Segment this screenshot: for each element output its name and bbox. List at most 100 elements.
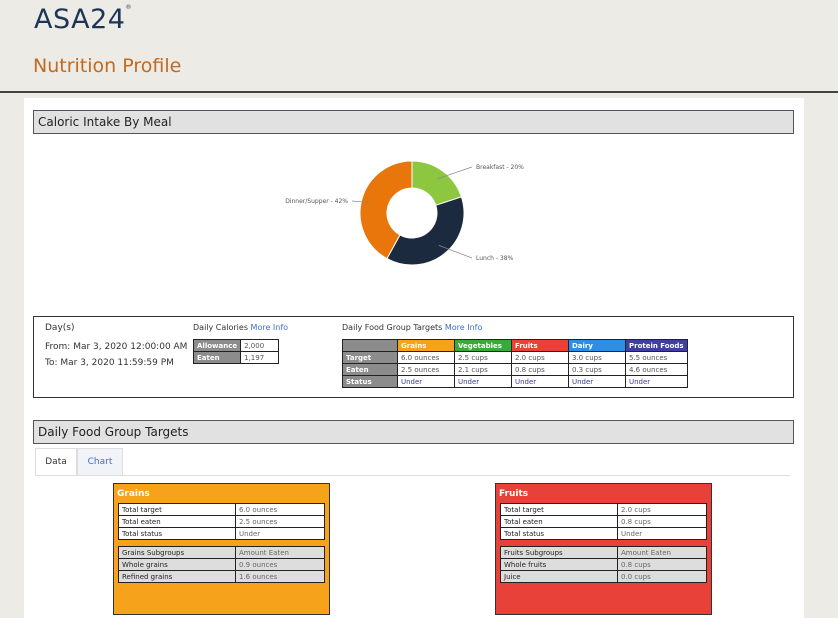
donut-slice [411,160,463,206]
cell: 0.8 cups [511,363,569,376]
cell: Under [625,375,688,388]
date-to: To: Mar 3, 2020 11:59:59 PM [45,358,174,368]
cell: Whole fruits [500,558,618,571]
table-row: Total eaten 0.8 cups [500,515,707,528]
cell: 2.0 cups [617,503,707,516]
subgroup-table: Fruits Subgroups Amount Eaten Whole fruits… [500,546,707,583]
cell: 1.6 ounces [235,570,325,583]
table-row: Eaten 2.5 ounces 2.1 cups 0.8 cups 0.3 cups 4… [342,363,688,376]
column-header: Vegetables [454,339,512,352]
calories-table: Allowance 2,000 Eaten 1,197 [192,339,280,364]
cell: Under [454,375,512,388]
section-header: Daily Food Group Targets [33,420,794,444]
column-header: Dairy [568,339,626,352]
cell: 2.0 cups [511,351,569,364]
cell: Juice [500,570,618,583]
cell: 0.8 cups [617,558,707,571]
donut-slice [359,160,413,260]
cell: 2.1 cups [454,363,512,376]
cell: Total eaten [118,515,236,528]
cell: Refined grains [118,570,236,583]
page-title: Nutrition Profile [33,55,182,77]
cell: Fruits Subgroups [500,546,618,559]
date-from: From: Mar 3, 2020 12:00:00 AM [45,342,188,352]
table-row: Whole fruits 0.8 cups [500,558,707,571]
table-row: Juice 0.0 cups [500,570,707,583]
card-table: Total target 2.0 cups Total eaten 0.8 cups T… [500,503,707,540]
more-info-link[interactable]: More Info [444,323,483,332]
cell: Grains Subgroups [118,546,236,559]
column-header: Grains [397,339,455,352]
leader-line [438,245,473,259]
card-title: Fruits [499,489,529,499]
cell: Total target [118,503,236,516]
donut-chart: Breakfast - 20% Lunch - 38% Dinner/Supper … [285,160,524,266]
subgroup-table: Grains Subgroups Amount Eaten Whole grains… [118,546,325,583]
cell: 5.5 ounces [625,351,688,364]
cell: 2.5 cups [454,351,512,364]
cell: Under [617,527,707,540]
cell: 0.9 ounces [235,558,325,571]
slice-label: Breakfast - 20% [476,164,524,171]
table-row: Allowance 2,000 [192,339,280,352]
subgroup-header: Grains Subgroups Amount Eaten [118,546,325,559]
table-row: Total status Under [118,527,325,540]
summary-box: Day(s) From: Mar 3, 2020 12:00:00 AM To:… [33,316,794,398]
table-header-row: Grains Vegetables Fruits Dairy Protein Foods [342,339,688,352]
table-row: Total target 6.0 ounces [118,503,325,516]
page: {"header":{"logo":"ASA24","logo_mark":"®… [0,4,838,618]
corner-cell [342,339,398,352]
cell: 0.0 cups [617,570,707,583]
logo-mark: ® [125,4,132,11]
row-label: Eaten [342,363,398,376]
logo-text: ASA24 [34,4,126,35]
cell: 3.0 cups [568,351,626,364]
table-row: Status Under Under Under Under Under [342,375,688,388]
section-header: Caloric Intake By Meal [33,110,794,134]
cell: Whole grains [118,558,236,571]
calories-title: Daily Calories More Info [193,323,288,332]
tab-chart[interactable]: Chart [77,448,123,476]
cell: Under [568,375,626,388]
slice-label: Lunch - 38% [476,255,514,262]
row-label: Eaten [192,351,242,364]
header-rule [0,91,838,93]
calories-title-text: Daily Calories [193,323,248,332]
more-info-link[interactable]: More Info [250,323,289,332]
targets-title-text: Daily Food Group Targets [342,323,443,332]
row-label: Allowance [192,339,242,352]
cell: Amount Eaten [617,546,707,559]
cell: 0.3 cups [568,363,626,376]
table-row: Total target 2.0 cups [500,503,707,516]
slice-label: Dinner/Supper - 42% [285,198,348,205]
table-row: Total status Under [500,527,707,540]
cell: 2.5 ounces [235,515,325,528]
cell: 4.6 ounces [625,363,688,376]
cell: Total target [500,503,618,516]
cell: Total eaten [500,515,618,528]
table-row: Target 6.0 ounces 2.5 cups 2.0 cups 3.0 cups… [342,351,688,364]
days-label: Day(s) [45,323,75,333]
card-table: Total target 6.0 ounces Total eaten 2.5 oun… [118,503,325,540]
tab-data[interactable]: Data [35,448,77,476]
tab-rule [35,475,790,476]
cell: Under [397,375,455,388]
cell: Under [511,375,569,388]
column-header: Protein Foods [625,339,688,352]
cell: Total status [500,527,618,540]
leader-line [351,200,372,203]
cell: Amount Eaten [235,546,325,559]
logo: ASA24® [34,4,132,35]
column-header: Fruits [511,339,569,352]
table-row: Eaten 1,197 [192,351,280,364]
targets-title: Daily Food Group Targets More Info [342,323,482,332]
food-group-card: Grains Total target 6.0 ounces Total eaten 2… [113,483,330,615]
cell: 2.5 ounces [397,363,455,376]
leader-line [436,166,473,180]
subgroup-header: Fruits Subgroups Amount Eaten [500,546,707,559]
cell: 6.0 ounces [235,503,325,516]
table-row: Whole grains 0.9 ounces [118,558,325,571]
cell: 0.8 cups [617,515,707,528]
card-title: Grains [117,489,150,499]
targets-table: Grains Vegetables Fruits Dairy Protein Foods… [342,339,688,388]
